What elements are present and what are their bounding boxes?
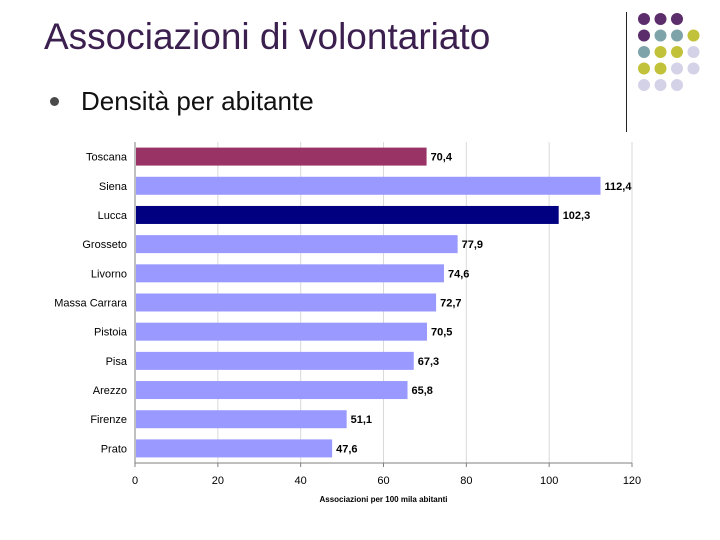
slide-title: Associazioni di volontariato [44, 16, 491, 57]
value-label: 47,6 [336, 443, 357, 455]
decor-divider [626, 12, 627, 132]
bullet-dot [50, 97, 59, 106]
bar-lucca [136, 205, 559, 224]
x-tick-label: 100 [540, 475, 558, 487]
value-label: 70,4 [431, 152, 453, 164]
bar-arezzo [136, 381, 408, 400]
value-label: 51,1 [351, 414, 372, 426]
bar-toscana [136, 147, 427, 166]
bullet-text: Densità per abitante [81, 86, 314, 116]
bar-pistoia [136, 322, 427, 341]
value-label: 70,5 [431, 327, 452, 339]
bar-livorno [136, 264, 444, 283]
category-label: Siena [99, 181, 128, 193]
value-label: 74,6 [448, 268, 469, 280]
x-tick-label: 120 [623, 475, 641, 487]
x-tick-label: 80 [460, 475, 472, 487]
value-label: 67,3 [418, 356, 439, 368]
value-label: 112,4 [605, 181, 633, 193]
x-tick-label: 40 [295, 475, 307, 487]
category-label: Lucca [98, 210, 128, 222]
value-label: 77,9 [462, 239, 483, 251]
value-label: 65,8 [412, 385, 433, 397]
value-label: 102,3 [563, 210, 591, 222]
bar-pisa [136, 351, 414, 370]
x-tick-label: 0 [132, 475, 138, 487]
category-label: Prato [101, 443, 127, 455]
category-label: Pistoia [94, 327, 128, 339]
bar-prato [136, 439, 333, 458]
bar-firenze [136, 410, 347, 429]
x-tick-label: 60 [377, 475, 389, 487]
bar-grosseto [136, 235, 458, 254]
value-label: 72,7 [440, 298, 461, 310]
category-label: Livorno [91, 268, 127, 280]
category-label: Toscana [86, 152, 128, 164]
bar-siena [136, 176, 601, 195]
category-label: Firenze [90, 414, 127, 426]
bullet-item: Densità per abitante [50, 86, 314, 117]
category-label: Arezzo [93, 385, 127, 397]
bar-massa-carrara [136, 293, 437, 312]
x-tick-label: 20 [212, 475, 224, 487]
category-label: Pisa [106, 356, 128, 368]
x-axis-title: Associazioni per 100 mila abitanti [319, 495, 447, 504]
category-label: Grosseto [82, 239, 127, 251]
category-label: Massa Carrara [54, 298, 128, 310]
